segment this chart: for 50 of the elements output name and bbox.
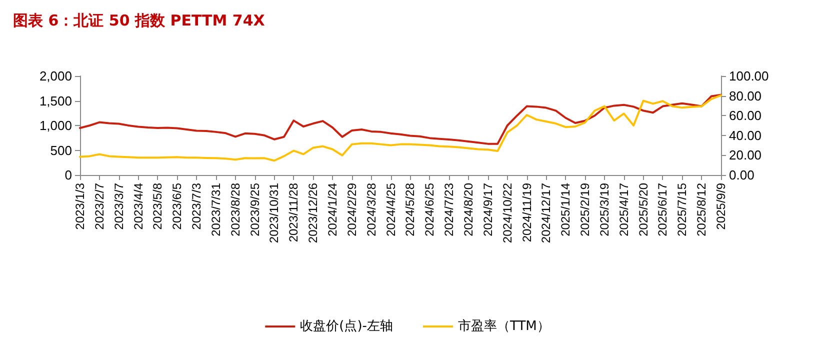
x-tick-label: 2024/5/28 xyxy=(403,182,418,236)
x-tick-label: 2025/6/17 xyxy=(656,182,670,236)
y-tick-label: 1,500 xyxy=(39,93,72,108)
y2-tick-label: 20.00 xyxy=(729,148,762,163)
x-tick-label: 2024/6/25 xyxy=(422,182,437,236)
x-tick-label: 2025/1/14 xyxy=(558,182,573,236)
x-tick-label: 2025/9/9 xyxy=(714,182,728,230)
y-tick-label: 1,000 xyxy=(39,118,72,133)
x-tick-label: 2024/2/29 xyxy=(344,182,359,236)
y2-tick-label: 100.00 xyxy=(729,68,769,84)
x-tick-label: 2023/12/26 xyxy=(306,182,320,244)
x-tick-label: 2023/2/7 xyxy=(92,182,106,230)
x-tick-label: 2025/4/17 xyxy=(616,182,631,236)
y-tick-label: 500 xyxy=(50,142,72,158)
x-tick-label: 2023/3/7 xyxy=(112,182,126,230)
x-tick-label: 2025/7/15 xyxy=(675,182,690,236)
x-tick-label: 2024/4/25 xyxy=(384,182,398,236)
x-tick-label: 2024/10/22 xyxy=(500,182,514,244)
line-series xyxy=(79,94,722,145)
y2-tick-label: 80.00 xyxy=(729,88,762,104)
x-tick-label: 2023/9/25 xyxy=(248,182,262,236)
x-tick-label: 2023/11/28 xyxy=(286,182,301,242)
x-tick-label: 2024/3/28 xyxy=(364,182,378,236)
line-series xyxy=(79,94,722,162)
y2-tick-label: 40.00 xyxy=(729,128,762,143)
x-tick-label: 2025/5/20 xyxy=(636,182,650,236)
x-tick-label: 2023/10/31 xyxy=(267,182,282,244)
y2-tick-label: 0.00 xyxy=(729,168,754,182)
chart-title: 图表 6：北证 50 指数 PETTM 74X xyxy=(13,12,266,30)
y-tick-label: 0 xyxy=(64,168,72,182)
x-tick-label: 2024/1/24 xyxy=(326,182,340,236)
x-tick-label: 2025/2/19 xyxy=(578,182,592,236)
legend-label: 市盈率（TTM） xyxy=(458,318,550,334)
x-tick-label: 2025/3/19 xyxy=(597,182,612,236)
x-tick-label: 2024/12/17 xyxy=(539,182,554,244)
x-tick-label: 2023/1/3 xyxy=(73,182,87,230)
x-tick-label: 2024/8/20 xyxy=(461,182,476,236)
x-tick-label: 2024/9/17 xyxy=(480,182,495,236)
x-tick-label: 2025/8/12 xyxy=(694,182,709,236)
x-tick-label: 2024/11/19 xyxy=(520,182,534,242)
x-tick-label: 2023/7/31 xyxy=(208,182,223,236)
x-tick-label: 2023/7/3 xyxy=(190,182,204,230)
x-tick-label: 2023/4/4 xyxy=(131,182,146,230)
x-tick-label: 2023/8/28 xyxy=(228,182,242,236)
y-tick-label: 2,000 xyxy=(39,68,72,84)
x-tick-label: 2023/6/5 xyxy=(170,182,184,230)
y2-tick-label: 60.00 xyxy=(729,108,762,124)
legend-label: 收盘价(点)-左轴 xyxy=(300,319,393,334)
x-tick-label: 2023/5/8 xyxy=(150,182,165,230)
x-tick-label: 2024/7/23 xyxy=(442,182,456,236)
